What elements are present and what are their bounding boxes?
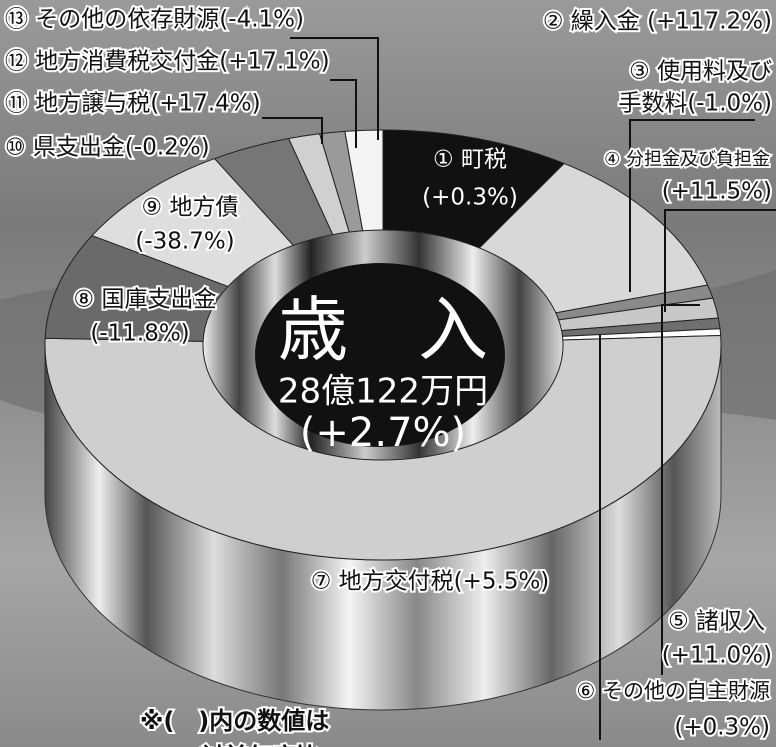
slice-label: ⑤ 諸収入 — [668, 609, 765, 635]
slice-label: ⑪ 地方譲与税(+17.4%) — [5, 91, 261, 117]
slice-label: (+11.0%) — [662, 643, 772, 669]
slice-label: (+0.3%) — [422, 185, 518, 211]
slice-label: ⑧ 国庫支出金 — [74, 287, 217, 313]
note: 対前年度比 — [200, 743, 320, 747]
slice-label: ⑥ その他の自主財源 — [576, 679, 770, 703]
note: ※( )内の数値は — [140, 707, 329, 735]
slice-label: ③ 使用料及び — [629, 59, 772, 85]
slice-label: (+11.5%) — [662, 179, 772, 205]
slice-label: ④ 分担金及び負担金 — [604, 149, 770, 170]
slice-label: (-11.8%) — [90, 321, 189, 347]
slice-label: ① 町税 — [433, 147, 507, 173]
chart: ① 町税 (+0.3%) ② 繰入金 (+117.2%) ③ 使用料及び手数料(-1.… — [0, 0, 776, 747]
center-text: (+2.7%) — [300, 410, 466, 456]
slice-label: ⑩ 県支出金(-0.2%) — [5, 135, 210, 161]
slice-label: ② 繰入金 (+117.2%) — [543, 9, 772, 35]
slice-label: (+0.3%) — [674, 715, 770, 741]
slice-label: ⑨ 地方債 — [142, 195, 239, 221]
center-text: 歳 入 — [278, 289, 488, 371]
slice-label: ⑬ その他の依存財源(-4.1%) — [5, 7, 304, 33]
slice-label: 手数料(-1.0%) — [618, 91, 772, 117]
slice-label: (-38.7%) — [135, 229, 234, 255]
slice-label: ⑫ 地方消費税交付金(+17.1%) — [5, 49, 330, 75]
center-text: 28億122万円 — [278, 372, 488, 412]
slice-label: ⑦ 地方交付税(+5.5%) — [311, 569, 550, 595]
